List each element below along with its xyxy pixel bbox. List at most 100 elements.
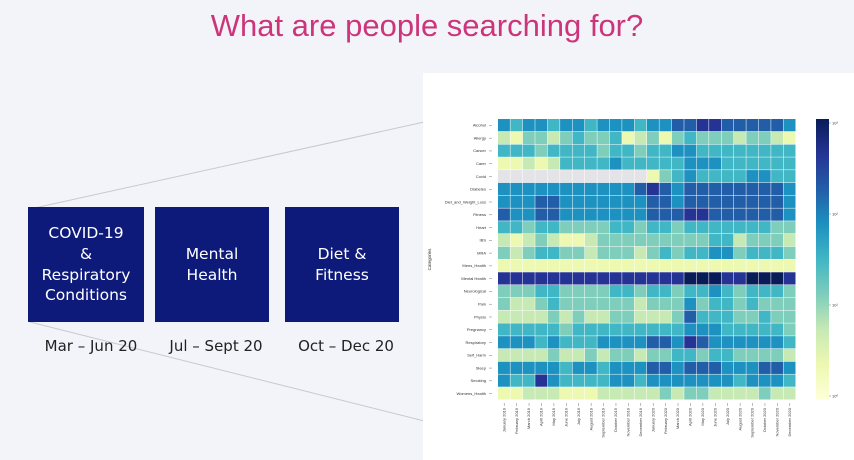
heatmap-cell <box>783 374 796 387</box>
heatmap-cell <box>746 361 759 374</box>
heatmap-cell <box>622 272 635 285</box>
heatmap-cell <box>758 131 771 145</box>
heatmap-cell <box>510 285 523 298</box>
heatmap-cell <box>709 285 721 298</box>
heatmap-cell <box>696 221 709 234</box>
heatmap-cell <box>522 144 535 157</box>
heatmap-cell <box>572 208 585 221</box>
heatmap-cell <box>510 157 523 170</box>
heatmap-cell <box>696 374 709 387</box>
heatmap-cell <box>498 387 510 400</box>
row-label: Pain <box>478 302 486 307</box>
heatmap-cell <box>597 144 610 157</box>
heatmap-cell <box>647 259 659 272</box>
heatmap-cell <box>746 170 759 183</box>
heatmap-cell <box>746 182 759 196</box>
row-label: Smoking <box>470 378 486 383</box>
heatmap-cell <box>510 208 523 221</box>
heatmap-cell <box>684 195 697 208</box>
heatmap-cell <box>696 323 709 336</box>
heatmap-cell <box>498 297 510 311</box>
heatmap-cell <box>535 208 548 221</box>
heatmap-cell <box>522 297 535 311</box>
heatmap-cell <box>634 157 647 170</box>
row-label: Mens_Health <box>462 263 486 268</box>
heatmap-cell <box>647 195 659 208</box>
heatmap-cell <box>671 259 684 272</box>
heatmap-cell <box>771 233 784 247</box>
heatmap-cell <box>510 259 523 272</box>
heatmap-cell <box>746 221 759 234</box>
heatmap-cell <box>535 387 548 400</box>
heatmap-cell <box>746 195 759 208</box>
heatmap-cell <box>659 131 672 145</box>
heatmap-cell <box>647 348 659 362</box>
heatmap-cell <box>696 119 709 132</box>
heatmap-cell <box>547 285 560 298</box>
heatmap-cell <box>522 221 535 234</box>
heatmap-cell <box>671 119 684 132</box>
heatmap-cell <box>634 182 647 196</box>
heatmap-cell <box>671 323 684 336</box>
heatmap-cell <box>572 233 585 247</box>
heatmap-cell <box>498 361 510 374</box>
heatmap-cell <box>622 131 635 145</box>
heatmap-cell <box>758 233 771 247</box>
heatmap-cell <box>560 233 572 247</box>
heatmap-cell <box>721 310 734 323</box>
colorbar-tick-label: 10² <box>832 211 838 216</box>
heatmap-cell <box>721 246 734 259</box>
heatmap-cell <box>721 374 734 387</box>
heatmap-cell <box>659 297 672 311</box>
heatmap-cell <box>634 144 647 157</box>
heatmap-cell <box>572 170 585 183</box>
heatmap-cell <box>510 310 523 323</box>
heatmap-cell <box>771 119 784 132</box>
heatmap-cell <box>597 195 610 208</box>
heatmap-cell <box>783 221 796 234</box>
heatmap-cell <box>510 170 523 183</box>
column-label: September 2020 <box>750 407 755 437</box>
heatmap-cell <box>659 272 672 285</box>
heatmap-cell <box>671 157 684 170</box>
heatmap-cell <box>659 374 672 387</box>
heatmap-cell <box>684 131 697 145</box>
heatmap-cell <box>659 119 672 132</box>
heatmap-cell <box>771 348 784 362</box>
heatmap-cell <box>510 323 523 336</box>
heatmap-cell <box>510 297 523 311</box>
heatmap-cell <box>647 387 659 400</box>
heatmap-cell <box>709 119 721 132</box>
heatmap-cell <box>609 131 622 145</box>
heatmap-cell <box>746 336 759 349</box>
heatmap-cell <box>622 336 635 349</box>
heatmap-cell <box>535 285 548 298</box>
heatmap-cell <box>721 259 734 272</box>
heatmap-cell <box>609 221 622 234</box>
heatmap-cell <box>572 336 585 349</box>
heatmap-cell <box>609 361 622 374</box>
heatmap-cell <box>498 259 510 272</box>
heatmap-cell <box>535 348 548 362</box>
heatmap-cell <box>584 272 597 285</box>
row-label: Allergy <box>474 135 486 140</box>
heatmap-cell <box>783 195 796 208</box>
column-label: March 2020 <box>675 407 680 429</box>
row-label: Womens_Health <box>457 391 487 396</box>
row-label: Diet_and_Weight_Loss <box>445 199 486 204</box>
heatmap-cell <box>696 182 709 196</box>
heatmap-cell <box>709 233 721 247</box>
heatmap-cell <box>709 221 721 234</box>
heatmap-cell <box>696 246 709 259</box>
heatmap-cell <box>622 259 635 272</box>
heatmap-cell <box>597 246 610 259</box>
heatmap-cell <box>758 348 771 362</box>
heatmap-cell <box>634 323 647 336</box>
heatmap-cell <box>597 374 610 387</box>
heatmap-cell <box>758 336 771 349</box>
heatmap-cell <box>783 285 796 298</box>
heatmap-cell <box>634 272 647 285</box>
heatmap-cell <box>671 233 684 247</box>
heatmap-cell <box>659 246 672 259</box>
heatmap-cell <box>609 259 622 272</box>
